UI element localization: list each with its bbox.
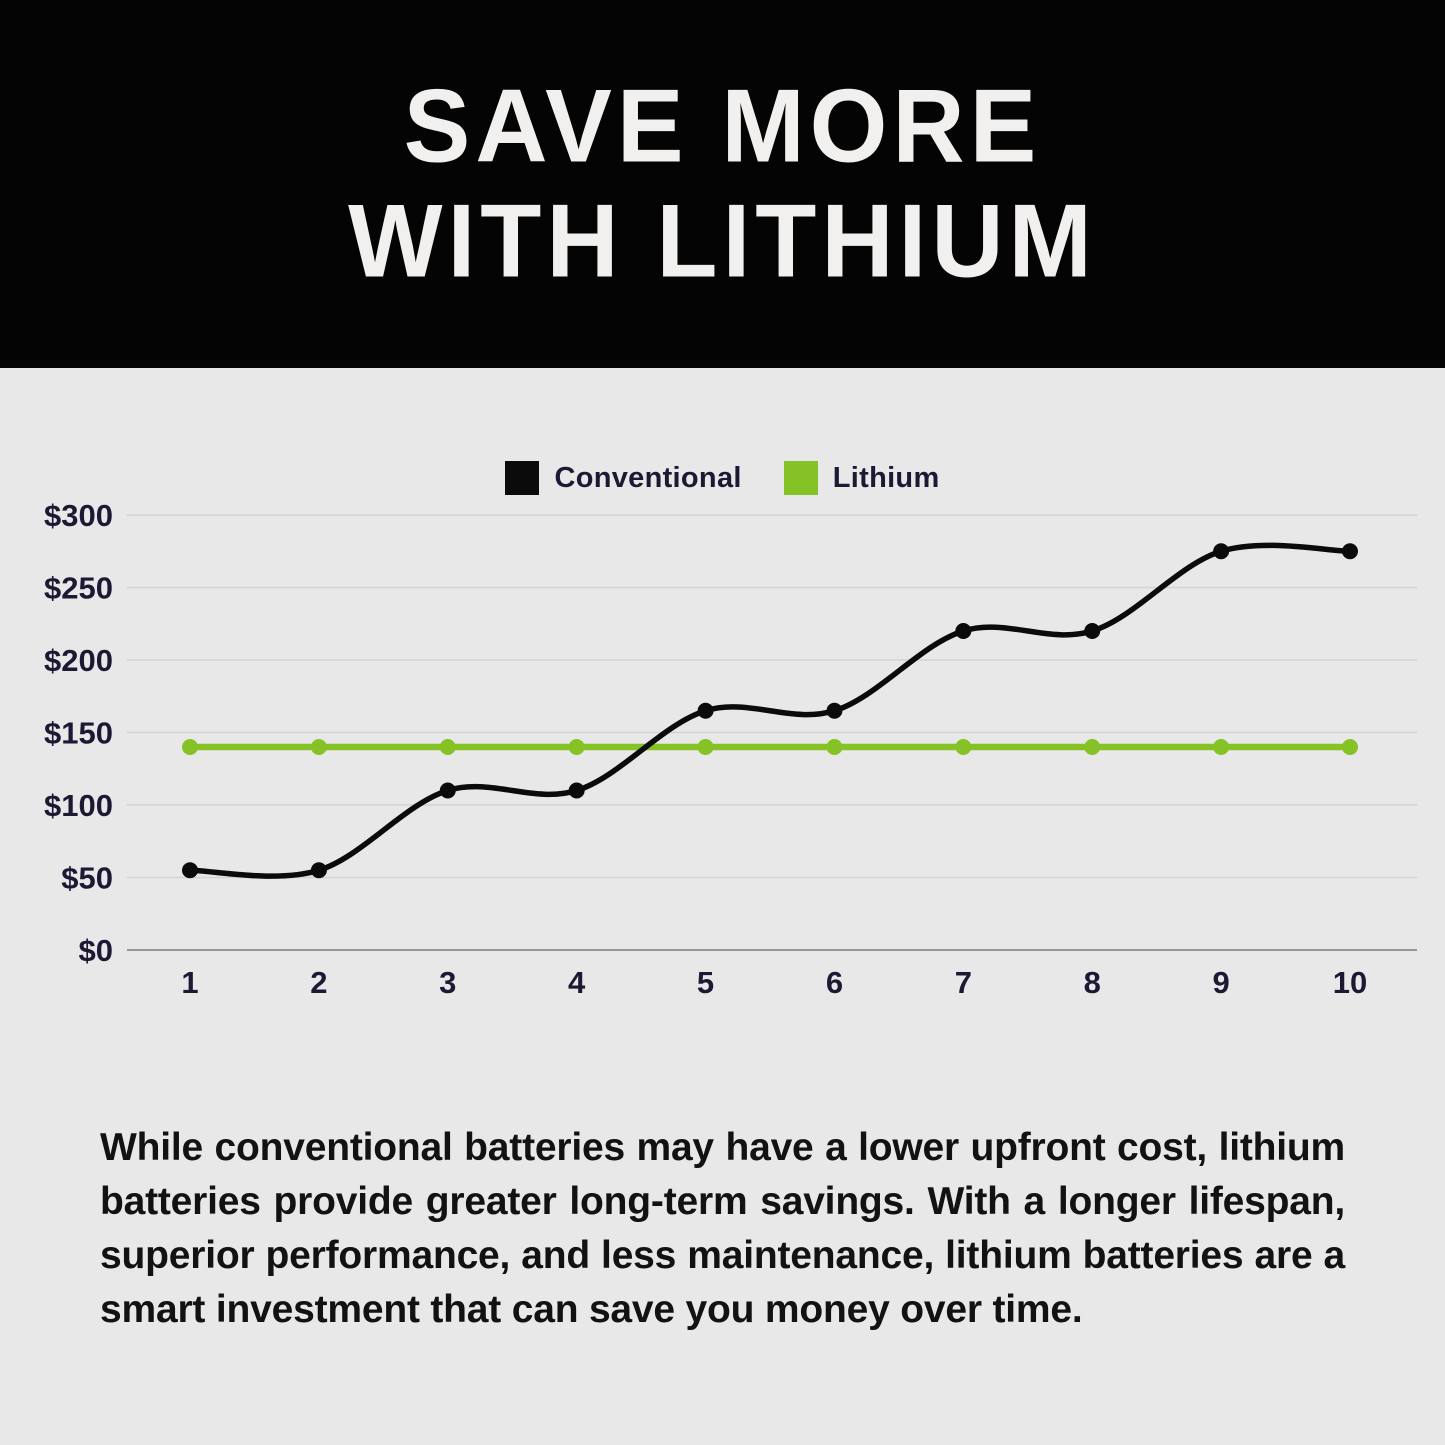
lithium-data-point: [955, 739, 972, 755]
x-tick-label: 9: [1212, 965, 1229, 1000]
conventional-data-point: [697, 702, 714, 719]
lithium-data-point: [1342, 739, 1358, 755]
lithium-data-point: [826, 739, 843, 755]
conventional-swatch-icon: [505, 461, 540, 495]
y-tick-label: $200: [44, 643, 113, 678]
x-tick-label: 8: [1084, 965, 1101, 1000]
legend-item-lithium: Lithium: [783, 461, 940, 495]
legend-item-conventional: Conventional: [505, 461, 741, 495]
conventional-data-point: [310, 862, 327, 879]
page-title-line-2: WITH LITHIUM: [348, 182, 1097, 300]
conventional-data-point: [1213, 543, 1230, 560]
chart-legend: Conventional Lithium: [0, 461, 1445, 495]
header-banner: SAVE MORE WITH LITHIUM: [0, 0, 1445, 368]
conventional-data-point: [439, 782, 456, 799]
x-tick-label: 3: [439, 965, 456, 1000]
conventional-data-point: [1084, 623, 1101, 639]
x-tick-label: 6: [826, 965, 843, 1000]
legend-label-lithium: Lithium: [832, 461, 940, 494]
x-tick-label: 4: [568, 965, 586, 1000]
x-tick-label: 7: [955, 965, 972, 1000]
lithium-data-point: [1084, 739, 1101, 755]
x-tick-label: 1: [181, 965, 198, 1000]
lithium-data-point: [1213, 739, 1230, 755]
lithium-swatch-icon: [783, 461, 818, 495]
x-tick-label: 10: [1333, 965, 1367, 1000]
x-tick-label: 5: [697, 965, 714, 1000]
conventional-data-point: [955, 623, 972, 639]
y-tick-label: $150: [44, 716, 113, 751]
y-tick-label: $100: [44, 788, 113, 823]
lithium-data-point: [310, 739, 327, 755]
y-tick-label: $300: [44, 498, 113, 533]
body-paragraph: While conventional batteries may have a …: [100, 1126, 1345, 1331]
x-tick-label: 2: [310, 965, 327, 1000]
lithium-data-point: [439, 739, 456, 755]
y-tick-label: $50: [61, 861, 113, 896]
legend-label-conventional: Conventional: [554, 461, 742, 494]
y-tick-label: $250: [44, 571, 113, 606]
lithium-data-point: [568, 739, 585, 755]
conventional-data-point: [182, 862, 198, 879]
lithium-data-point: [182, 739, 198, 755]
conventional-data-point: [568, 782, 585, 799]
conventional-data-point: [826, 702, 843, 719]
conventional-data-point: [1342, 543, 1358, 560]
page-title-line-1: SAVE MORE: [403, 67, 1042, 185]
y-tick-label: $0: [79, 933, 113, 968]
lithium-data-point: [697, 739, 714, 755]
conventional-line: [187, 542, 1353, 879]
